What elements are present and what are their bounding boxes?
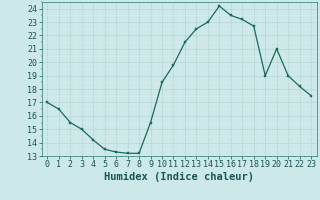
X-axis label: Humidex (Indice chaleur): Humidex (Indice chaleur) xyxy=(104,172,254,182)
